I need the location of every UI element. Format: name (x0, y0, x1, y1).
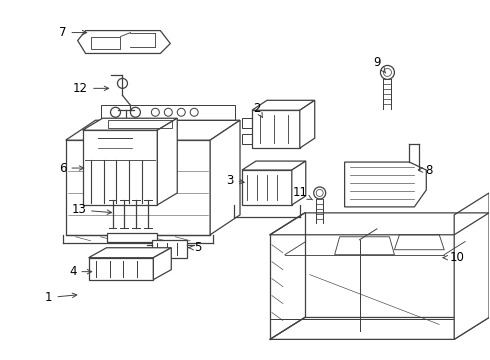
Polygon shape (242, 170, 292, 205)
Text: 2: 2 (253, 102, 263, 118)
Text: 6: 6 (59, 162, 84, 175)
Text: 5: 5 (189, 241, 202, 254)
Text: 11: 11 (293, 186, 313, 200)
Polygon shape (153, 248, 172, 280)
Text: 8: 8 (418, 163, 433, 176)
Polygon shape (77, 31, 171, 54)
Text: 1: 1 (45, 291, 77, 304)
Polygon shape (89, 258, 153, 280)
Polygon shape (152, 240, 187, 258)
Polygon shape (292, 161, 306, 205)
Polygon shape (252, 110, 300, 148)
Polygon shape (106, 233, 157, 242)
Polygon shape (242, 161, 306, 170)
Polygon shape (270, 318, 489, 339)
Polygon shape (344, 162, 426, 207)
Polygon shape (300, 100, 315, 148)
Polygon shape (83, 118, 177, 130)
Polygon shape (66, 120, 240, 140)
Text: 10: 10 (443, 251, 465, 264)
Text: 9: 9 (374, 56, 386, 73)
Polygon shape (157, 118, 177, 205)
Polygon shape (66, 140, 210, 235)
Text: 4: 4 (69, 265, 92, 278)
Polygon shape (83, 130, 157, 205)
Text: 13: 13 (71, 203, 112, 216)
Polygon shape (210, 120, 240, 235)
Text: 7: 7 (59, 26, 87, 39)
Text: 3: 3 (226, 174, 244, 186)
Polygon shape (252, 100, 315, 110)
Polygon shape (89, 248, 172, 258)
Polygon shape (454, 193, 489, 339)
Text: 12: 12 (73, 82, 109, 95)
